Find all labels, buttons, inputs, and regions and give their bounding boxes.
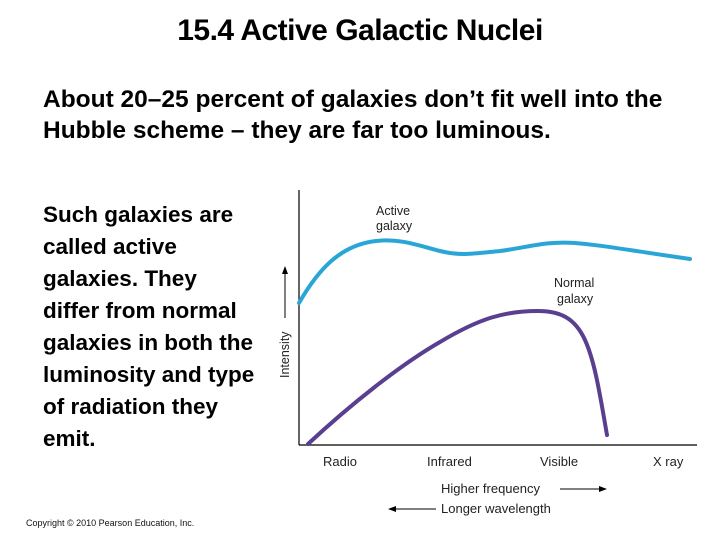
active-galaxy-label-2: galaxy: [376, 219, 413, 233]
svg-text:Longer wavelength: Longer wavelength: [441, 501, 551, 516]
active-galaxy-curve: [297, 238, 692, 305]
x-tick-xray: X ray: [653, 454, 684, 469]
arrow-left-icon: [388, 506, 396, 512]
intro-paragraph: About 20–25 percent of galaxies don’t fi…: [43, 86, 663, 144]
normal-galaxy-curve: [306, 308, 609, 446]
longer-wavelength-annotation: Longer wavelength: [388, 501, 551, 516]
svg-text:Higher frequency: Higher frequency: [441, 481, 540, 496]
normal-galaxy-label-2: galaxy: [557, 292, 594, 306]
y-axis-label: Intensity: [278, 266, 292, 378]
arrow-right-icon: [599, 486, 607, 492]
x-tick-visible: Visible: [540, 454, 578, 469]
arrow-up-icon: [282, 266, 288, 274]
active-galaxy-label-1: Active: [376, 204, 410, 218]
copyright-notice: Copyright © 2010 Pearson Education, Inc.: [26, 518, 195, 528]
normal-galaxy-label-1: Normal: [554, 276, 594, 290]
page-title: 15.4 Active Galactic Nuclei: [177, 14, 543, 47]
x-tick-infrared: Infrared: [427, 454, 472, 469]
higher-frequency-annotation: Higher frequency: [441, 481, 607, 496]
svg-text:Intensity: Intensity: [278, 331, 292, 378]
side-paragraph: Such galaxies are called active galaxies…: [43, 202, 255, 451]
x-tick-radio: Radio: [323, 454, 357, 469]
